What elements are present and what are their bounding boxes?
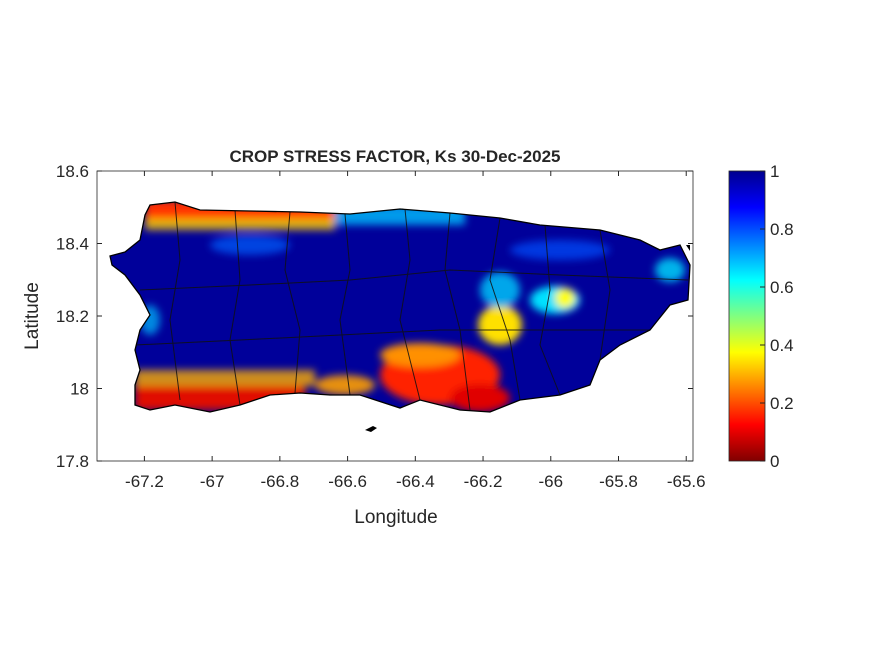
east-central-stress [478,305,522,345]
colorbar-tick-label: 0.8 [770,220,794,239]
colorbar-tick-label: 1 [770,162,779,181]
y-axis: 17.8 18 18.2 18.4 18.6 [56,162,693,471]
colorbar [728,170,766,462]
colorbar-tick-label: 0.4 [770,336,794,355]
x-axis: -67.2 -67 -66.8 -66.6 -66.4 -66.2 -66 -65.8 -65.… [125,171,706,491]
y-tick-label: 18 [70,380,89,399]
colorbar-tick-label: 0.6 [770,278,794,297]
x-tick-label: -65.6 [667,472,706,491]
x-tick-label: -67 [200,472,225,491]
x-tick-label: -65.8 [599,472,638,491]
caja-de-muertos-island [365,426,377,432]
y-axis-label: Latitude [22,282,43,350]
x-tick-label: -66.8 [260,472,299,491]
y-tick-label: 17.8 [56,452,89,471]
x-tick-label: -67.2 [125,472,164,491]
x-tick-label: -66.4 [396,472,435,491]
y-tick-label: 18.2 [56,307,89,326]
vieques-edge [686,245,690,251]
municipal-boundaries [134,202,689,411]
colorbar-ticks: 0 0.2 0.4 0.6 0.8 1 [760,162,794,471]
x-axis-label: Longitude [354,507,437,528]
x-tick-label: -66.6 [328,472,367,491]
x-tick-label: -66.2 [464,472,503,491]
colorbar-tick-label: 0 [770,452,779,471]
x-tick-label: -66 [538,472,563,491]
y-tick-label: 18.6 [56,162,89,181]
colorbar-tick-label: 0.2 [770,394,794,413]
chart-title: CROP STRESS FACTOR, Ks 30-Dec-2025 [230,147,561,166]
y-tick-label: 18.4 [56,235,89,254]
